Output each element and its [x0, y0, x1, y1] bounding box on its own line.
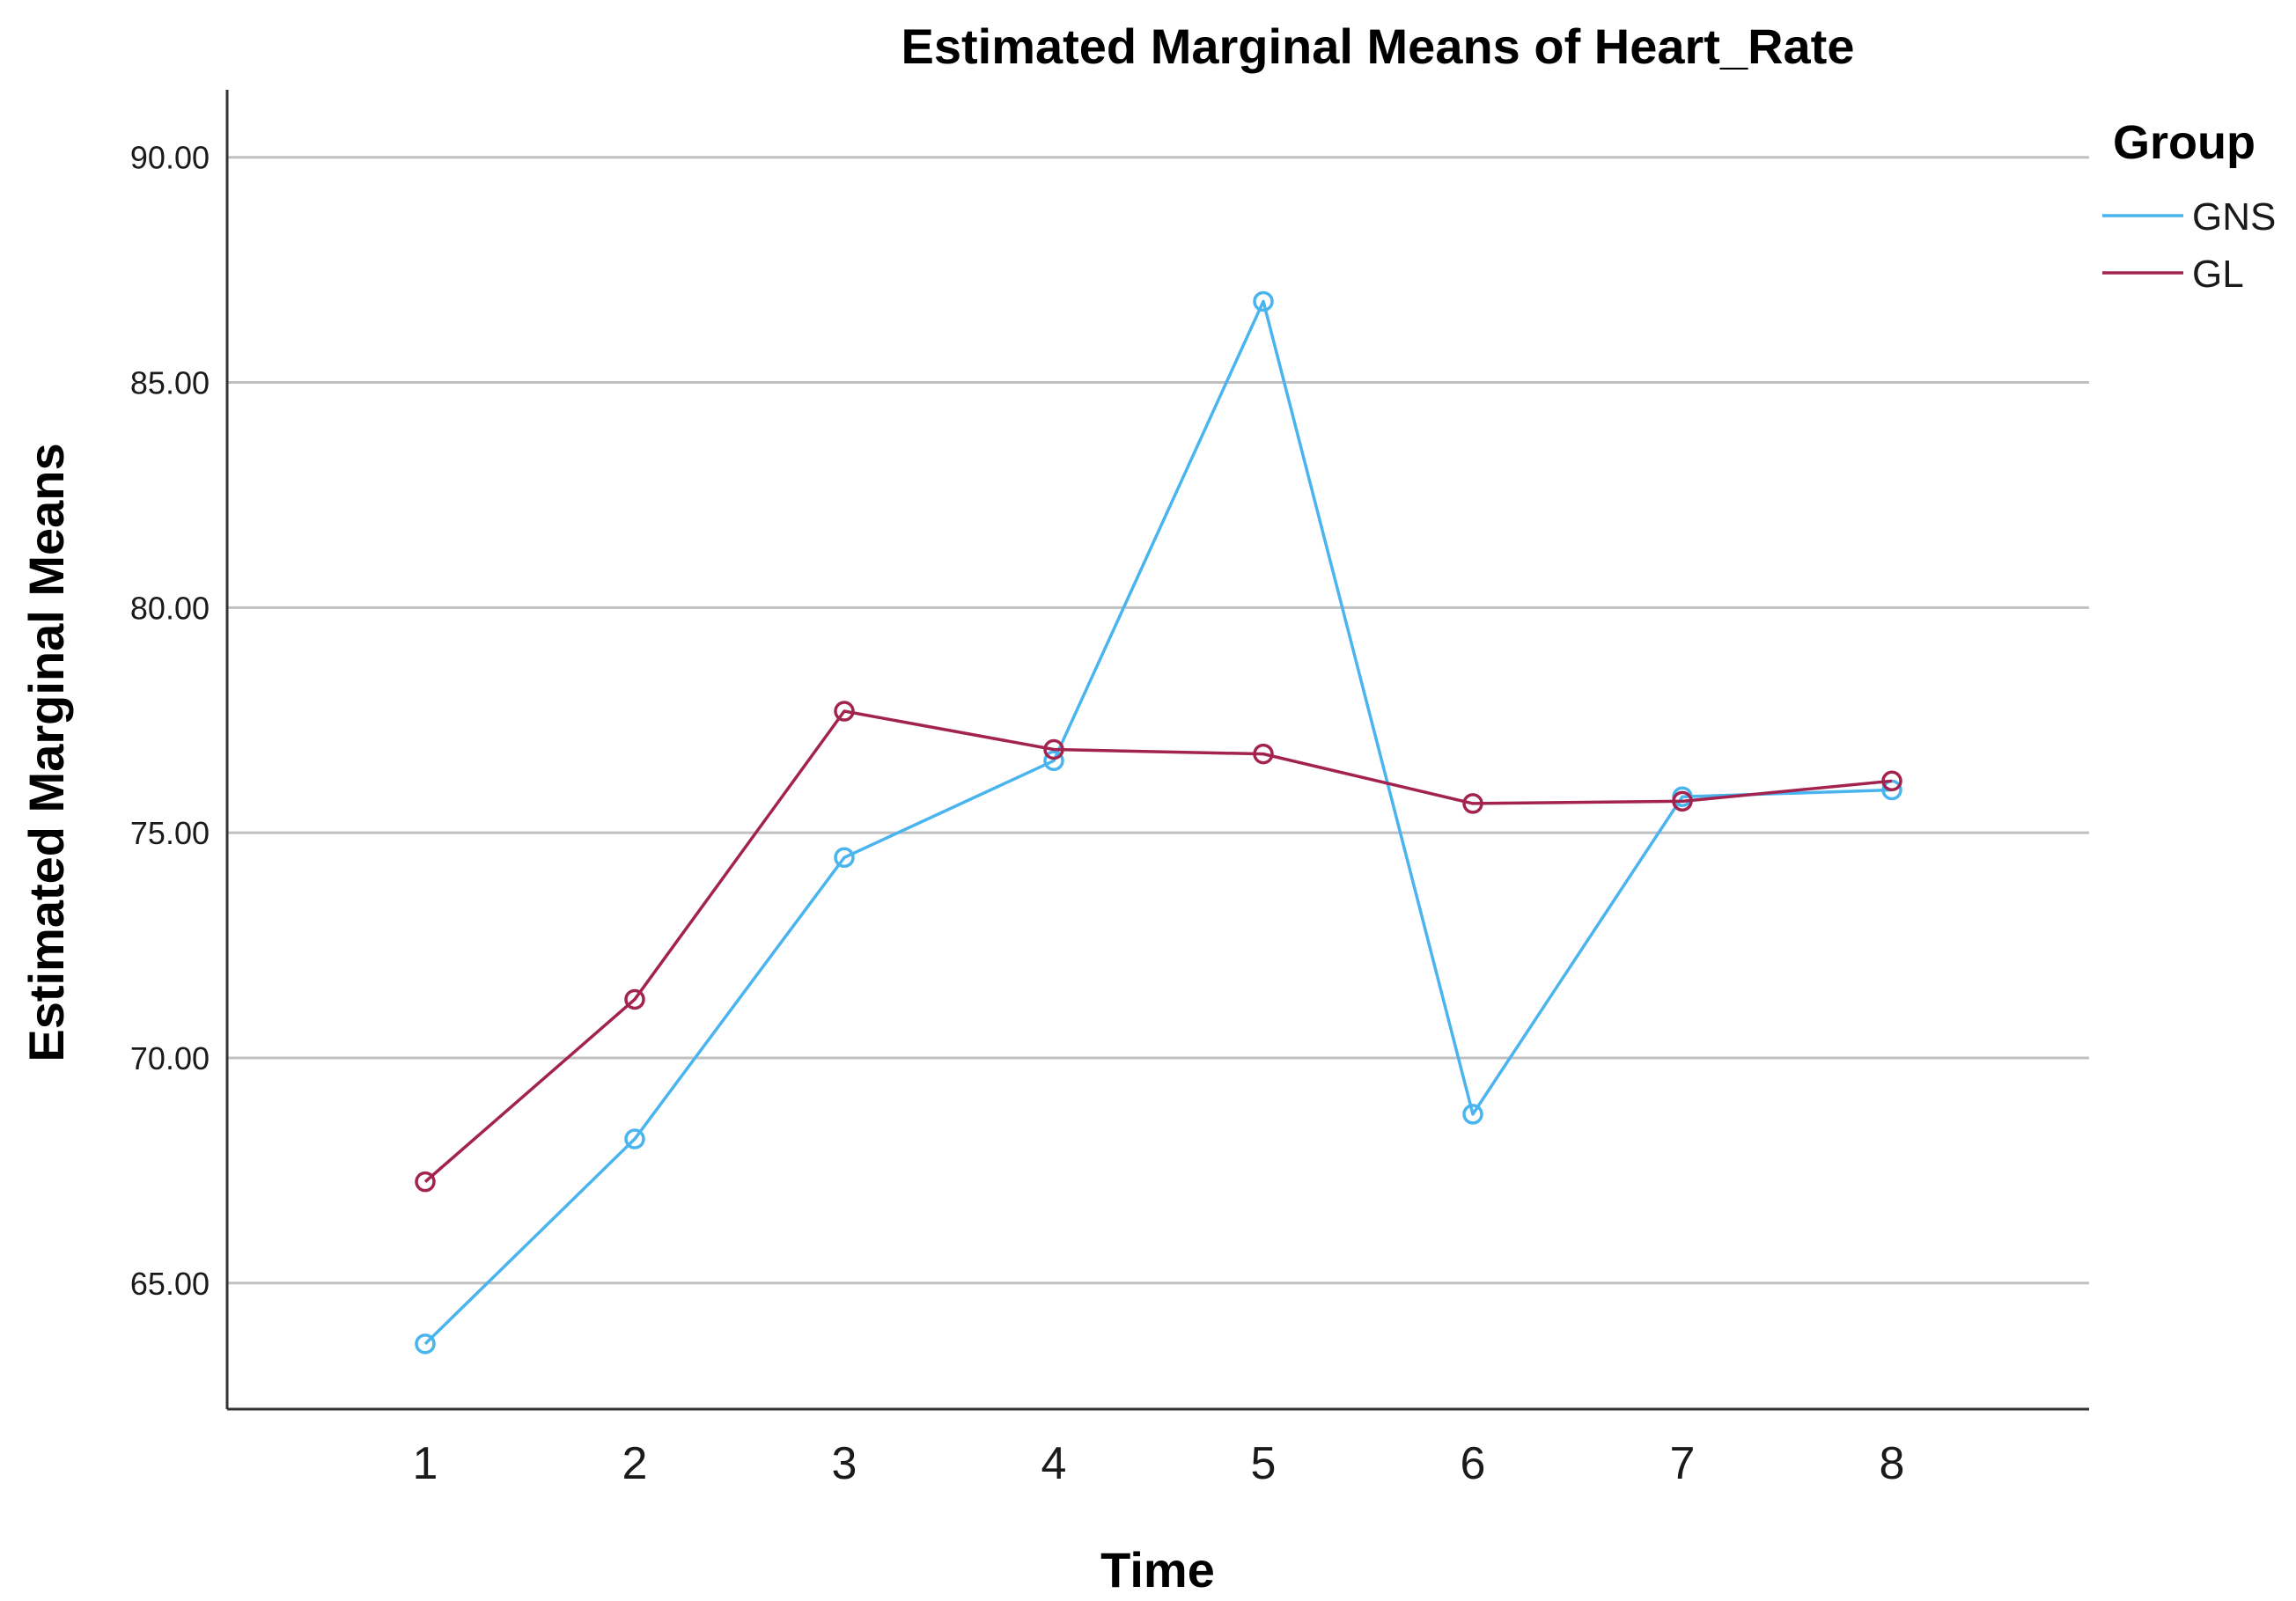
data-point-gns-1	[415, 1333, 436, 1355]
data-point-gl-3	[834, 701, 855, 722]
x-axis-label: Time	[1100, 1542, 1215, 1597]
data-point-gns-2	[624, 1128, 645, 1149]
legend-label-gns: GNS	[2192, 195, 2276, 239]
chart-title: Estimated Marginal Means of Heart_Rate	[901, 18, 1855, 74]
data-point-gl-4	[1043, 738, 1064, 760]
y-tick-label: 90.00	[130, 140, 210, 176]
y-tick-label: 85.00	[130, 365, 210, 401]
data-point-gns-4	[1043, 750, 1064, 772]
series-line-gl	[423, 709, 1893, 1183]
legend: Group GNS GL	[2102, 116, 2276, 296]
data-point-gns-5	[1253, 290, 1274, 312]
series-gns	[415, 290, 1902, 1355]
x-tick-label: 2	[622, 1438, 648, 1489]
data-point-gl-5	[1253, 743, 1274, 765]
x-tick-label: 3	[832, 1438, 857, 1489]
y-axis-label: Estimated Marginal Means	[18, 443, 74, 1061]
data-point-gl-6	[1462, 793, 1483, 814]
series-line-gns	[423, 299, 1893, 1346]
x-tick-label: 5	[1251, 1438, 1277, 1489]
y-tick-labels: 65.00 70.00 75.00 80.00 85.00 90.00	[130, 140, 210, 1302]
data-point-gl-1	[415, 1171, 436, 1193]
data-point-gl-7	[1672, 790, 1693, 812]
x-tick-label: 6	[1461, 1438, 1486, 1489]
x-tick-label: 1	[413, 1438, 438, 1489]
legend-title: Group	[2113, 116, 2256, 169]
series	[415, 290, 1902, 1355]
gridlines	[227, 156, 2089, 1285]
legend-label-gl: GL	[2192, 253, 2244, 296]
axes	[225, 90, 2089, 1411]
y-tick-label: 80.00	[130, 590, 210, 626]
data-point-gl-8	[1881, 770, 1902, 792]
y-tick-label: 75.00	[130, 815, 210, 851]
x-tick-label: 4	[1041, 1438, 1067, 1489]
y-tick-label: 65.00	[130, 1266, 210, 1302]
y-tick-label: 70.00	[130, 1040, 210, 1076]
x-tick-label: 8	[1880, 1438, 1905, 1489]
data-point-gl-2	[624, 988, 645, 1010]
series-gl	[415, 701, 1902, 1193]
data-point-gns-3	[834, 847, 855, 869]
x-tick-labels: 1 2 3 4 5 6 7 8	[413, 1438, 1905, 1489]
data-point-gns-6	[1462, 1104, 1483, 1125]
x-tick-label: 7	[1670, 1438, 1696, 1489]
